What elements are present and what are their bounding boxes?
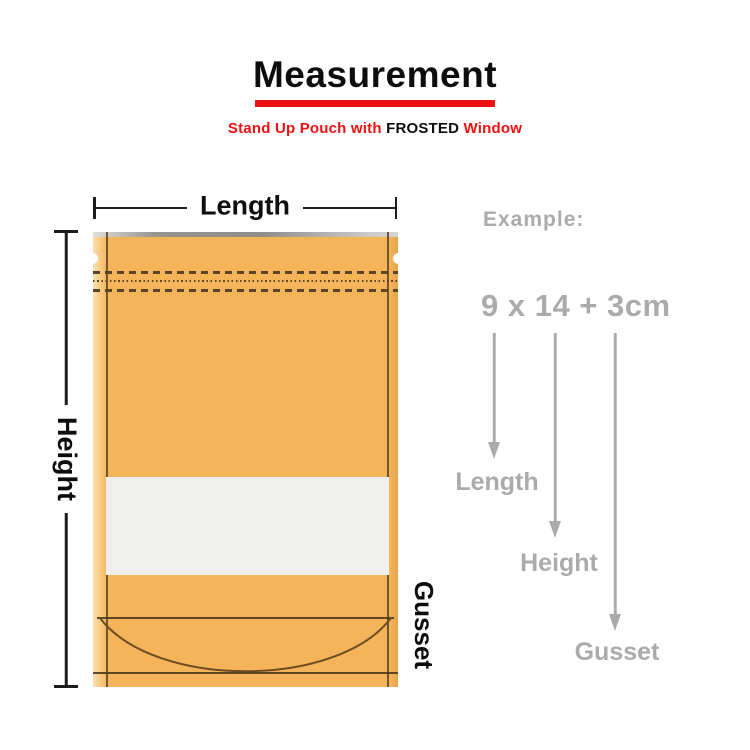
down-arrow-icon bbox=[548, 333, 562, 538]
zipper-dashed-line-bottom bbox=[93, 289, 398, 292]
seam-line-right bbox=[387, 232, 389, 687]
tear-notch-left bbox=[87, 253, 98, 264]
gusset-bottom-line bbox=[93, 672, 398, 674]
height-cap-bottom bbox=[54, 685, 78, 688]
gusset-top-line bbox=[97, 617, 394, 619]
arrow-head bbox=[609, 614, 621, 631]
zipper-dotted-line bbox=[93, 280, 398, 282]
example-height-label: Height bbox=[520, 549, 598, 577]
frosted-window bbox=[106, 477, 389, 575]
page-title: Measurement bbox=[252, 54, 498, 95]
title-underline-bar bbox=[255, 100, 495, 107]
subtitle: Stand Up Pouch with FROSTED Window bbox=[0, 120, 750, 137]
subtitle-frosted-word: FROSTED bbox=[386, 120, 460, 137]
example-length-label: Length bbox=[455, 468, 539, 496]
arrow-shaft bbox=[553, 333, 557, 525]
subtitle-part1: Stand Up Pouch with bbox=[227, 120, 387, 137]
example-heading: Example: bbox=[483, 208, 585, 231]
length-label: Length bbox=[187, 191, 303, 222]
gusset-curve bbox=[99, 617, 392, 673]
arrow-head bbox=[488, 442, 500, 459]
gusset-label: Gusset bbox=[409, 580, 439, 670]
length-dimension-line: Length bbox=[93, 191, 397, 222]
arrow-shaft bbox=[613, 333, 617, 618]
example-size-value: 9 x 14 + 3cm bbox=[481, 288, 671, 323]
length-tick-right bbox=[394, 197, 397, 219]
seam-line-left bbox=[106, 232, 108, 687]
zipper-dashed-line-top bbox=[93, 271, 398, 274]
height-label: Height bbox=[51, 405, 82, 513]
height-cap-top bbox=[54, 230, 78, 233]
height-dimension-line: Height bbox=[51, 230, 82, 688]
down-arrow-icon bbox=[608, 333, 622, 631]
tear-notch-right bbox=[393, 253, 404, 264]
arrow-shaft bbox=[492, 333, 496, 446]
pouch-top-seal bbox=[93, 232, 398, 237]
arrow-head bbox=[549, 521, 561, 538]
pouch-diagram bbox=[87, 232, 404, 687]
subtitle-part2: Window bbox=[459, 120, 523, 137]
length-tick-left bbox=[93, 197, 96, 219]
down-arrow-icon bbox=[487, 333, 501, 459]
example-gusset-label: Gusset bbox=[574, 638, 660, 666]
